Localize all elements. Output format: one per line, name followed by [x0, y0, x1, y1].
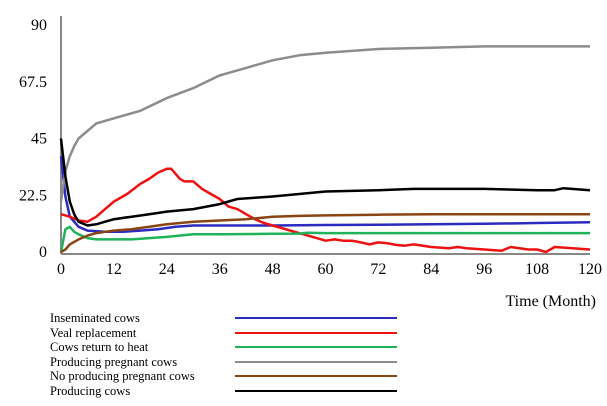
x-tick-label: 96 — [476, 261, 492, 278]
y-tick-label: 90 — [31, 17, 47, 34]
series-line-producing-pregnant-cows — [59, 45, 590, 202]
legend-item: Producing cows — [50, 384, 410, 399]
legend-swatch — [235, 346, 397, 349]
legend-swatch — [235, 389, 397, 392]
x-tick-label: 0 — [57, 261, 65, 278]
legend-label: Producing pregnant cows — [50, 354, 178, 369]
legend-item: Cows return to heat — [50, 340, 410, 355]
y-tick-label: 22.5 — [19, 187, 47, 204]
x-tick-label: 48 — [265, 261, 281, 278]
legend-swatch — [235, 375, 397, 378]
legend-label: Veal replacement — [50, 325, 137, 340]
legend-item: Inseminated cows — [50, 311, 410, 326]
x-tick-label: 36 — [212, 261, 228, 278]
x-axis-title: Time (Month) — [505, 293, 596, 310]
y-tick-label: 45 — [31, 131, 47, 148]
x-tick-label: 108 — [525, 261, 549, 278]
legend-item: Producing pregnant cows — [50, 355, 410, 370]
x-tick-labels: 0 12 24 36 48 60 72 84 96 108 120 — [57, 261, 602, 278]
x-tick-label: 120 — [578, 261, 602, 278]
x-tick-label: 24 — [159, 261, 175, 278]
series-line-inseminated-cows — [59, 156, 591, 234]
legend-item: Veal replacement — [50, 326, 410, 341]
y-tick-label: 0 — [39, 244, 47, 261]
legend-swatch — [235, 331, 397, 334]
x-tick-label: 60 — [318, 261, 334, 278]
legend-label: Inseminated cows — [50, 311, 140, 326]
legend-label: Cows return to heat — [50, 340, 149, 355]
legend-swatch — [235, 317, 397, 320]
legend: Inseminated cows Veal replacement Cows ret… — [50, 311, 410, 398]
x-tick-label: 84 — [423, 261, 439, 278]
legend-label: Producing cows — [50, 383, 131, 398]
series-line-no-producing-pregnant-cows — [60, 212, 590, 254]
y-tick-labels: 0 22.5 45 67.5 90 — [19, 17, 47, 261]
legend-swatch — [235, 360, 397, 363]
series-lines — [59, 45, 591, 254]
y-tick-label: 67.5 — [19, 74, 47, 91]
x-tick-label: 12 — [106, 261, 122, 278]
series-line-producing-cows — [59, 138, 591, 227]
x-tick-label: 72 — [370, 261, 386, 278]
legend-item: No producing pregnant cows — [50, 369, 410, 384]
series-line-cows-return-to-heat — [59, 225, 590, 253]
legend-label: No producing pregnant cows — [50, 369, 195, 384]
